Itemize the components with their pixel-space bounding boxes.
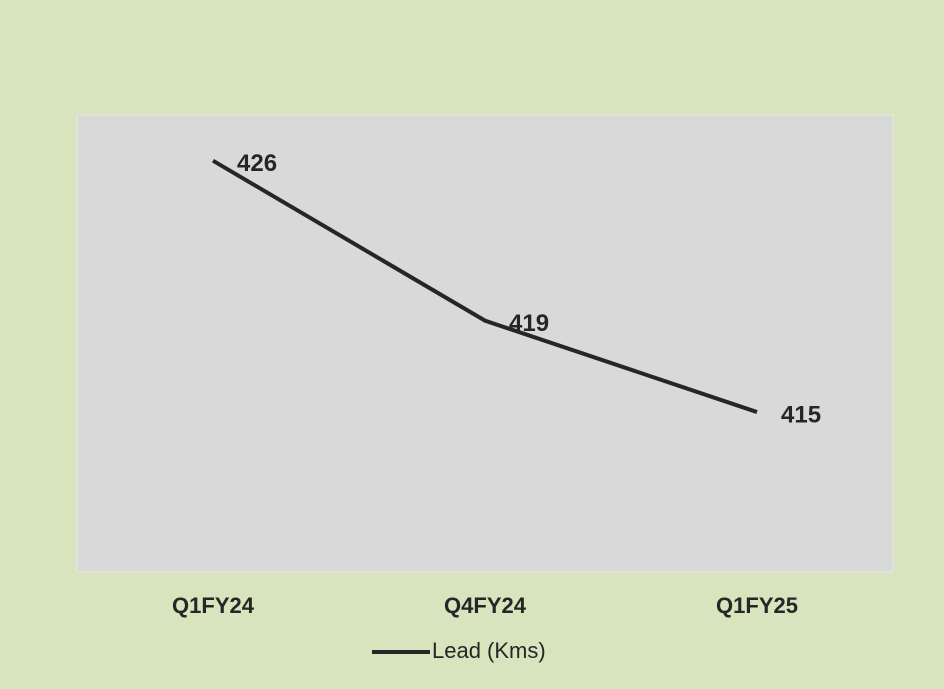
x-tick-label: Q4FY24 (444, 593, 527, 618)
x-tick-label: Q1FY24 (172, 593, 255, 618)
x-tick-label: Q1FY25 (716, 593, 798, 618)
data-label: 415 (781, 401, 821, 428)
data-label: 419 (509, 310, 549, 337)
legend-label: Lead (Kms) (432, 638, 546, 663)
plot-area (76, 114, 894, 573)
data-label: 426 (237, 150, 277, 177)
line (211, 158, 758, 414)
